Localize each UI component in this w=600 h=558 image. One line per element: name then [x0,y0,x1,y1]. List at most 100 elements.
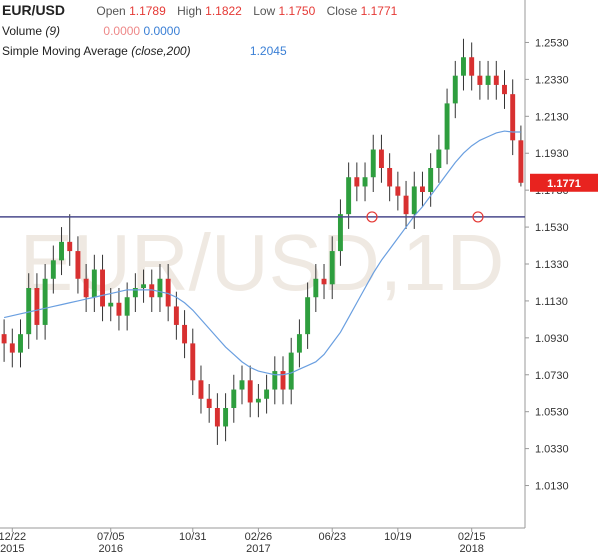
candle-body [59,241,64,261]
alert-marker [472,211,484,223]
y-tick-label: 1.0730 [535,370,569,382]
volume-legend: Volume (9) 0.0000 0.0000 [2,24,180,38]
close-value: 1.1771 [360,4,398,18]
y-tick-label: 1.1930 [535,148,569,160]
candle-body [321,278,327,285]
candle-body [329,251,335,285]
sma-params: (close,200) [131,44,191,58]
candle-body [18,334,23,353]
candle-body [370,149,376,178]
open-value: 1.1789 [129,4,166,18]
candle-body [354,177,360,187]
candle-body [108,302,114,307]
open-label: Open [96,4,126,18]
candle-body [182,324,188,344]
candle-body [34,288,40,325]
candle-body [420,186,425,192]
candle-body [305,297,311,335]
candle-body [403,195,409,215]
candle-body [141,284,147,288]
x-year-label: 2016 [99,543,123,555]
y-tick-label: 1.2130 [535,111,569,123]
candle-body [239,380,245,390]
y-tick-label: 1.2330 [535,74,569,86]
y-tick-label: 1.0330 [535,444,569,456]
candle-body [42,278,48,325]
symbol: EUR/USD [2,2,66,18]
candle-body [485,75,491,85]
candle-body [149,284,155,298]
candle-body [75,251,81,279]
candle-body [272,371,278,390]
close-label: Close [326,4,358,18]
x-tick-label: 10/31 [179,531,207,543]
candle-body [1,334,7,344]
candle-body [411,186,417,215]
x-tick-label: 02/15 [458,531,486,543]
y-tick-label: 1.1130 [535,296,568,308]
alert-marker [366,211,378,223]
candle-body [296,334,302,353]
volume-value: 0.0000 [143,24,181,38]
candle-body [157,278,163,298]
candle-body [362,177,368,187]
candle-body [452,75,458,104]
candle-body [26,288,32,335]
sma-label: Simple Moving Average [2,44,128,58]
sma-legend: Simple Moving Average (close,200) 1.2045 [2,44,287,58]
x-year-label: 2017 [246,543,270,555]
quote-header: EUR/USD Open 1.1789 High 1.1822 Low 1.17… [2,2,397,18]
volume-params: (9) [45,24,61,38]
high-label: High [177,4,202,18]
candle-body [288,352,294,390]
candle-body [461,57,466,76]
candle-body [395,186,401,196]
candle-body [436,149,442,168]
candle-body [223,408,229,427]
last-price-tag [530,173,598,192]
last-price-label: 1.1771 [547,178,581,190]
high-value: 1.1822 [205,4,242,18]
volume-label: Volume [2,24,43,38]
y-tick-label: 1.2530 [535,37,569,49]
candle-body [247,380,253,403]
volume-value: 0.0000 [103,24,141,38]
candle-body [518,140,524,183]
x-tick-label: 06/23 [318,531,346,543]
candle-body [502,84,507,95]
x-tick-label: 12/22 [0,531,26,543]
candle-body [124,297,130,316]
x-year-label: 2015 [0,543,24,555]
sma-value: 1.2045 [249,44,287,58]
candle-body [387,168,393,187]
candle-body [91,269,97,298]
candle-body [428,168,434,192]
low-label: Low [253,4,276,18]
x-tick-label: 10/19 [384,531,412,543]
candle-body [214,408,220,427]
candle-body [510,94,516,141]
candle-body [100,269,105,307]
sma-line [3,130,521,376]
candle-body [190,343,196,381]
candle-body [50,260,56,279]
y-tick-label: 1.0530 [535,407,569,419]
candle-body [83,278,89,298]
y-tick-label: 1.0130 [535,481,569,493]
x-year-label: 2018 [459,543,483,555]
candle-body [165,278,171,307]
y-tick-label: 1.0930 [535,333,569,345]
candle-body [67,241,73,252]
candle-body [264,389,270,399]
candle-body [255,398,261,403]
candle-body [132,288,138,298]
y-tick-label: 1.1330 [535,259,569,271]
candle-body [116,302,122,316]
candle-body [198,380,204,399]
x-tick-label: 02/26 [245,531,273,543]
candle-body [477,75,483,85]
candle-body [280,371,286,390]
candle-body [337,214,343,252]
candle-body [231,389,237,408]
candle-body [444,103,450,150]
